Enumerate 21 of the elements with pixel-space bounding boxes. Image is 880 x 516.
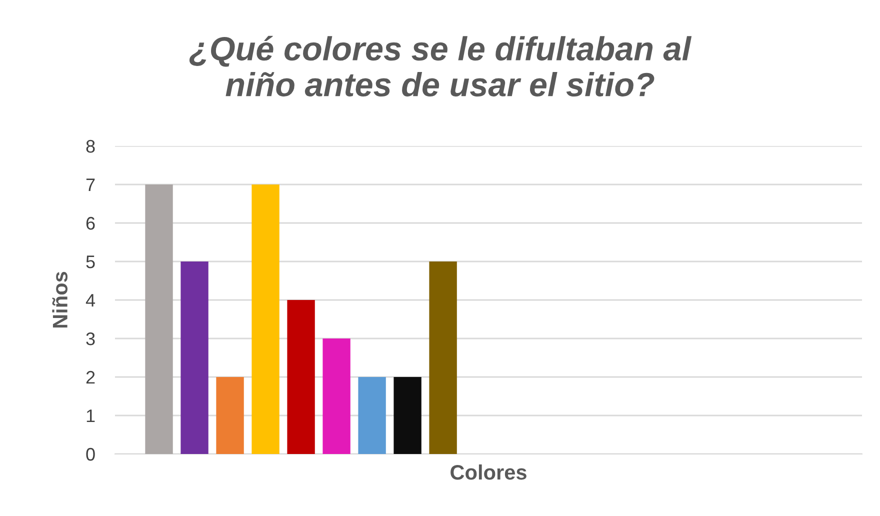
- bar: [180, 262, 208, 454]
- bar: [358, 377, 386, 454]
- y-tick-label: 5: [86, 256, 95, 268]
- bar: [322, 338, 350, 454]
- y-tick-label: 0: [86, 448, 95, 461]
- y-tick-label: 8: [86, 140, 95, 153]
- y-tick-label: 4: [86, 294, 96, 307]
- bar: [216, 377, 244, 454]
- bar: [145, 184, 173, 454]
- bar: [394, 377, 422, 454]
- y-tick-label: 2: [86, 370, 95, 384]
- y-tick-label: 7: [86, 178, 95, 192]
- x-axis-title: Colores: [450, 464, 526, 480]
- chart-title: ¿Qué colores se le difultaban al niño antes de usar el sitio?: [189, 36, 692, 97]
- bar: [287, 300, 315, 454]
- y-axis-title: Niños: [52, 272, 68, 328]
- y-tick-label: 6: [86, 216, 95, 230]
- y-tick-label: 1: [86, 410, 95, 422]
- bar: [429, 262, 457, 454]
- y-tick-label: 3: [86, 332, 95, 346]
- bar: [252, 184, 280, 454]
